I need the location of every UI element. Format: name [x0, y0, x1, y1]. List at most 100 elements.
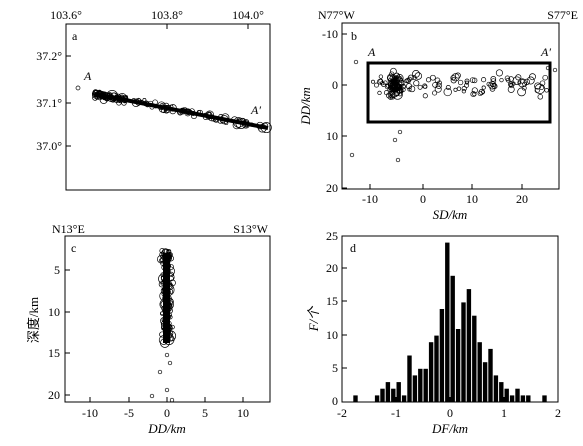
event-point [149, 393, 155, 399]
a-label-A: A [83, 69, 92, 83]
b-ylabel: DD/km [298, 87, 313, 126]
panel-c-tag: c [71, 241, 76, 255]
event-density-column [163, 253, 170, 343]
c-top-left-label: N13°E [52, 222, 85, 236]
event-point [413, 80, 420, 87]
histogram-bar [445, 242, 450, 402]
event-point [167, 360, 173, 366]
event-point [349, 152, 355, 158]
event-point [96, 90, 103, 97]
event-point [437, 80, 442, 86]
histogram-bar [482, 362, 488, 402]
a-xtick-1: 103.8° [151, 8, 183, 22]
histogram-bar [374, 395, 380, 402]
c-top-right-label: S13°W [233, 222, 268, 236]
event-point [539, 80, 546, 86]
event-point [377, 78, 383, 85]
event-point [432, 82, 438, 88]
event-point [398, 80, 403, 85]
b-xtick-1: 0 [420, 192, 426, 206]
event-point [114, 96, 121, 102]
c-xtick-2: 0 [164, 406, 170, 420]
panel-b: b N77°W S77°E A A′ -10 0 10 20 -10 0 10 … [298, 8, 578, 222]
event-point [399, 89, 404, 94]
event-point [478, 89, 485, 95]
event-point [393, 80, 398, 85]
event-point [469, 77, 476, 83]
event-point [149, 104, 155, 110]
histogram-bar [461, 302, 466, 402]
d-xlabel: DF/km [431, 421, 468, 436]
event-point [529, 73, 536, 81]
event-point [120, 94, 125, 99]
event-point [179, 108, 185, 113]
event-point [470, 91, 477, 98]
histogram-bar [455, 329, 461, 402]
c-ytick-0: 5 [54, 263, 60, 277]
a-xtick-0: 103.6° [50, 8, 82, 22]
a-ytick-0: 37.2° [36, 49, 62, 63]
event-point [422, 83, 428, 89]
event-point [152, 99, 158, 105]
event-point [422, 93, 428, 99]
b-label-Aprime: A′ [540, 45, 551, 59]
c-ytick-3: 20 [48, 388, 60, 402]
event-point [392, 137, 398, 143]
event-point [371, 79, 375, 84]
event-point [169, 104, 177, 112]
event-point [99, 95, 108, 104]
histogram-bar [520, 395, 526, 402]
event-point [544, 88, 549, 93]
d-xtick-4: 2 [555, 406, 561, 420]
event-point [374, 82, 379, 88]
histogram-bar [515, 388, 520, 402]
b-ytick-1: 0 [332, 78, 338, 92]
b-ytick-3: 20 [326, 181, 338, 195]
a-label-Aprime: A′ [250, 103, 261, 117]
b-event-points [349, 59, 558, 163]
histogram-bar [407, 355, 412, 402]
b-xtick-3: 20 [516, 192, 528, 206]
event-point [249, 122, 254, 127]
event-point [504, 75, 511, 81]
event-point [131, 98, 136, 103]
event-point [254, 123, 259, 128]
event-point [203, 112, 208, 117]
histogram-bar [428, 342, 434, 402]
histogram-bar [434, 335, 439, 402]
histogram-bar [542, 395, 547, 402]
d-ylabel: F/个 [306, 305, 321, 333]
event-point [262, 122, 269, 129]
event-point [387, 80, 397, 90]
c-xtick-0: -10 [82, 406, 98, 420]
event-point [512, 76, 522, 85]
histogram-bar [466, 289, 472, 402]
histogram-bar [526, 395, 531, 402]
event-point [457, 79, 464, 86]
event-point [430, 74, 436, 81]
event-point [515, 74, 522, 81]
event-point [378, 74, 384, 79]
event-point [435, 82, 442, 89]
event-point [481, 77, 487, 83]
d-ytick-2: 10 [326, 328, 338, 342]
event-point [495, 69, 503, 77]
event-point [169, 397, 175, 403]
histogram-bar [439, 309, 445, 402]
event-point [377, 90, 382, 96]
b-ytick-0: -10 [322, 27, 338, 41]
panel-a: a 103.6° 103.8° 104.0° 37.2° 37.1° 37.0°… [36, 8, 272, 191]
event-point [471, 87, 478, 94]
event-point [508, 82, 513, 88]
c-xtick-1: -5 [124, 406, 134, 420]
histogram-bar [380, 388, 385, 402]
event-point [136, 98, 142, 105]
event-point [400, 83, 406, 90]
event-point [445, 85, 451, 90]
event-point [387, 94, 394, 100]
event-point [397, 129, 403, 135]
b-xlabel: SD/km [433, 207, 468, 222]
event-point [164, 387, 170, 393]
event-point [233, 117, 244, 128]
